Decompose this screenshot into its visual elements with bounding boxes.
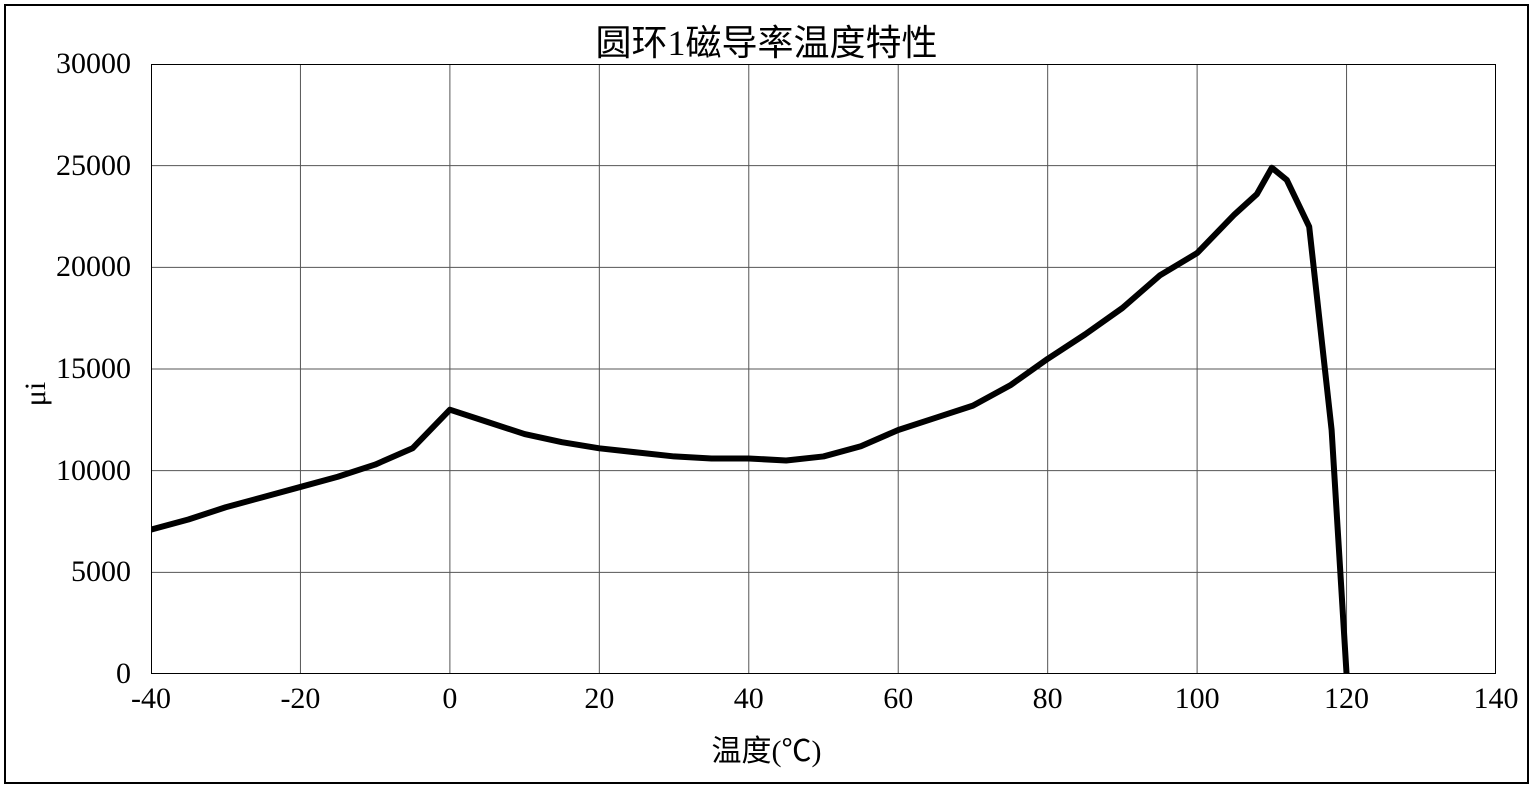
chart-title: 圆环1磁导率温度特性	[6, 14, 1527, 66]
chart-frame: 圆环1磁导率温度特性 μi 温度(℃) -40-2002040608010012…	[4, 4, 1529, 784]
plot-area	[151, 64, 1496, 674]
y-tick-label: 25000	[6, 149, 131, 183]
x-tick-label: -20	[280, 682, 320, 716]
x-tick-label: 0	[442, 682, 457, 716]
x-tick-label: 120	[1324, 682, 1369, 716]
y-tick-label: 20000	[6, 250, 131, 284]
y-tick-label: 5000	[6, 555, 131, 589]
x-axis-label: 温度(℃)	[6, 726, 1527, 770]
x-tick-label: 20	[584, 682, 614, 716]
y-tick-label: 0	[6, 657, 131, 691]
x-tick-label: -40	[131, 682, 171, 716]
x-tick-label: 40	[734, 682, 764, 716]
x-tick-label: 140	[1474, 682, 1519, 716]
x-tick-label: 80	[1033, 682, 1063, 716]
x-tick-label: 60	[883, 682, 913, 716]
y-tick-label: 15000	[6, 352, 131, 386]
y-tick-label: 30000	[6, 47, 131, 81]
y-tick-label: 10000	[6, 454, 131, 488]
x-tick-label: 100	[1175, 682, 1220, 716]
